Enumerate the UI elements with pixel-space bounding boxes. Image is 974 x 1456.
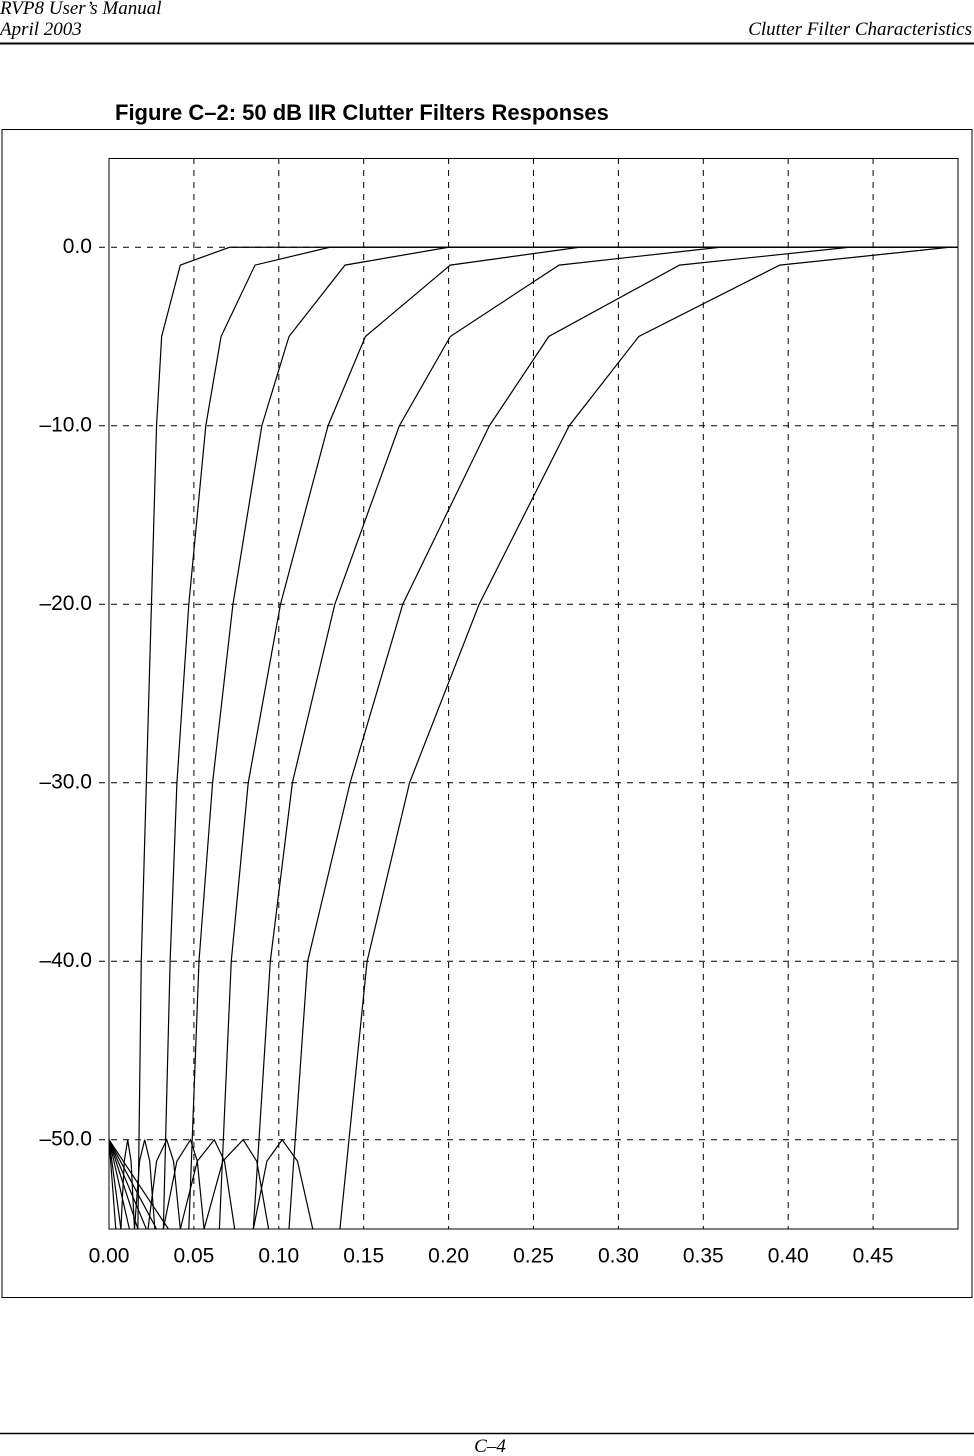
x-tick-label: 0.10 [258,1245,299,1268]
y-tick-label: –30.0 [39,770,92,793]
x-tick-label: 0.20 [428,1245,469,1268]
y-tick-label: –40.0 [39,949,92,972]
x-tick-label: 0.15 [343,1245,384,1268]
x-tick-label: 0.35 [683,1245,724,1268]
page-number: C–4 [474,1436,506,1456]
manual-name: RVP8 User’s Manual [0,0,162,19]
response-curve [108,246,958,1230]
x-tick-label: 0.40 [768,1245,809,1268]
response-curve [108,246,958,1230]
x-tick-label: 0.45 [853,1245,894,1268]
response-curve [108,246,958,1230]
x-tick-label: 0.05 [173,1245,214,1268]
response-curve [108,246,958,1230]
response-curve [108,246,950,1230]
plot: 0.0 –10.0 –20.0 –30.0 –40.0 –50.0 0.00 0.05 0.10… [39,158,958,1268]
figure-frame [1,129,973,1298]
figure-title: Figure C–2: 50 dB IIR Clutter Filters Re… [115,100,609,125]
y-tick-label: 0.0 [63,235,92,258]
section-title: Clutter Filter Characteristics [748,19,972,40]
y-tick-label: –10.0 [39,413,92,436]
x-tick-label: 0.30 [598,1245,639,1268]
y-tick-label: –20.0 [39,592,92,615]
x-tick-label: 0.00 [89,1245,130,1268]
date: April 2003 [0,19,82,40]
x-tick-label: 0.25 [513,1245,554,1268]
y-tick-label: –50.0 [39,1127,92,1150]
